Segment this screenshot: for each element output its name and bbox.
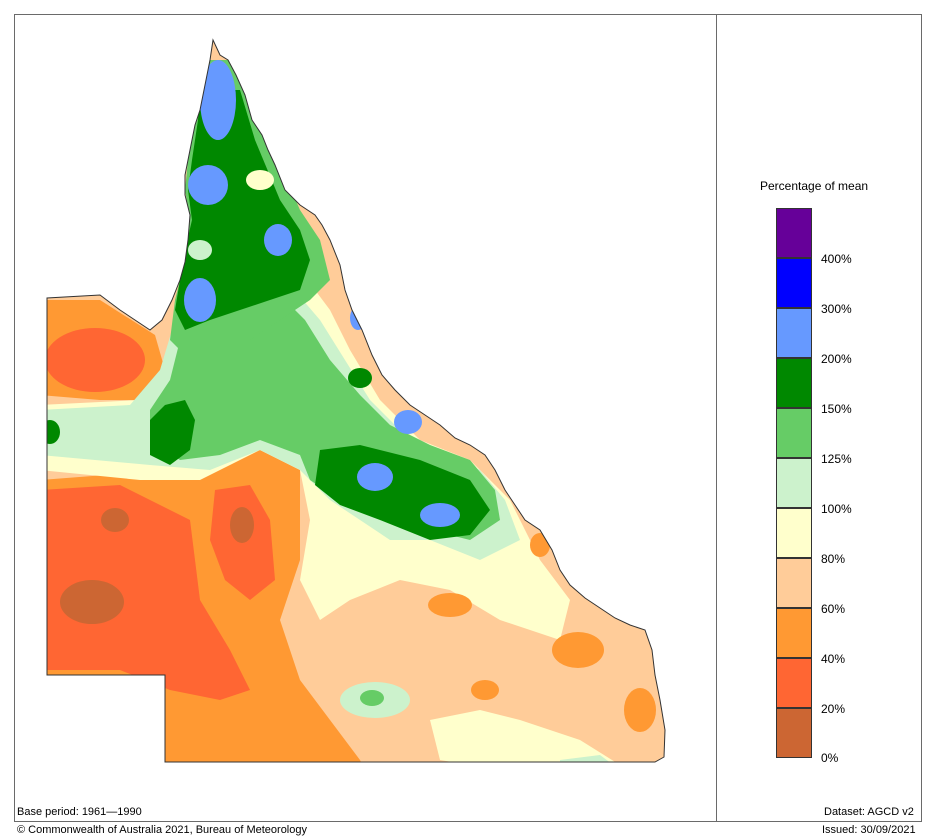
legend-tick-80: 80% bbox=[821, 552, 846, 566]
legend-swatch-0 bbox=[776, 708, 812, 758]
legend-swatch-20 bbox=[776, 658, 812, 708]
legend-swatch-150 bbox=[776, 358, 812, 408]
legend-tick-150: 150% bbox=[821, 402, 852, 416]
legend-tick-40: 40% bbox=[821, 652, 846, 666]
legend-swatch-300 bbox=[776, 258, 812, 308]
rainfall-map bbox=[46, 38, 666, 798]
legend-tick-100: 100% bbox=[821, 502, 852, 516]
legend-tick-0: 0% bbox=[821, 751, 839, 765]
base-period-label: Base period: 1961—1990 bbox=[17, 806, 142, 818]
queensland-outline bbox=[46, 38, 666, 763]
legend-tick-200: 200% bbox=[821, 352, 852, 366]
legend-swatch-80 bbox=[776, 508, 812, 558]
issued-label: Issued: 30/09/2021 bbox=[822, 824, 916, 836]
legend-title: Percentage of mean bbox=[760, 179, 869, 193]
legend-swatch-40 bbox=[776, 608, 812, 658]
legend-swatch-125 bbox=[776, 408, 812, 458]
legend-swatch-200 bbox=[776, 308, 812, 358]
legend-tick-125: 125% bbox=[821, 452, 852, 466]
legend-tick-60: 60% bbox=[821, 602, 846, 616]
legend-swatch-60 bbox=[776, 558, 812, 608]
legend-swatch-100 bbox=[776, 458, 812, 508]
legend-tick-20: 20% bbox=[821, 702, 846, 716]
copyright-label: © Commonwealth of Australia 2021, Bureau… bbox=[17, 824, 307, 836]
legend-swatch-400 bbox=[776, 208, 812, 258]
footer-bar bbox=[0, 822, 938, 840]
legend-tick-400: 400% bbox=[821, 252, 852, 266]
rainfall-shading bbox=[47, 40, 665, 798]
dataset-label: Dataset: AGCD v2 bbox=[824, 806, 914, 818]
legend-divider bbox=[716, 14, 717, 822]
legend-tick-300: 300% bbox=[821, 302, 852, 316]
